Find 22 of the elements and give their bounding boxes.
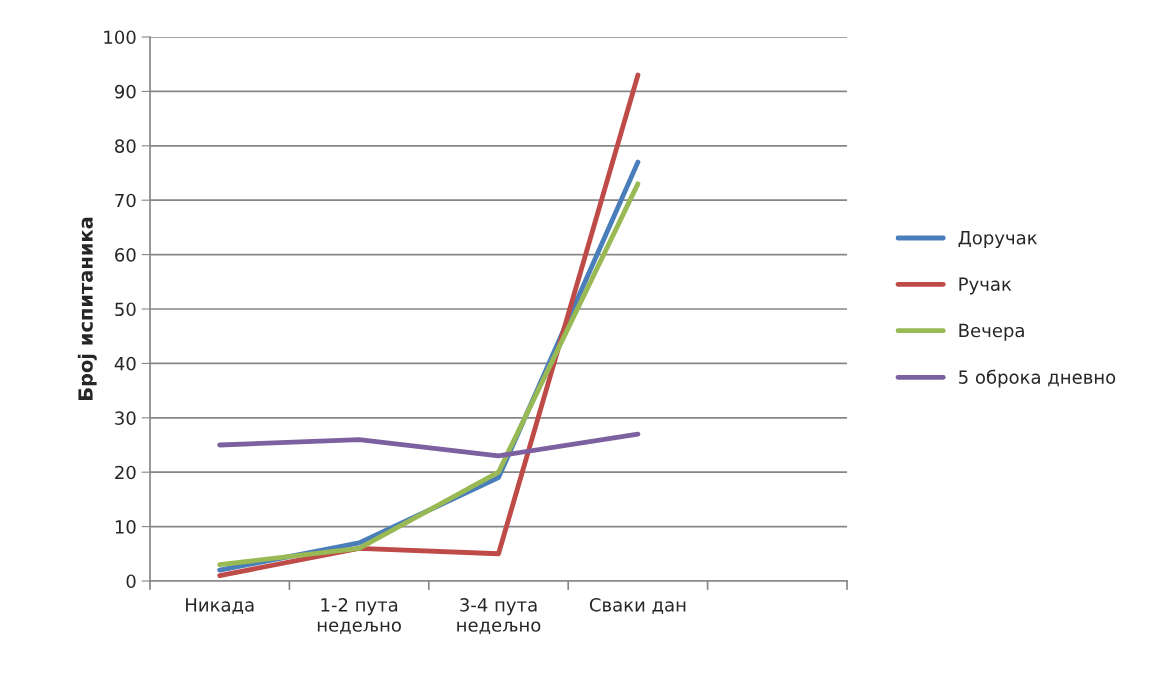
legend-label: Доручак	[958, 231, 1038, 249]
y-tick-label: 10	[115, 520, 136, 534]
y-tick-label: 20	[115, 465, 136, 480]
y-tick-label: 60	[115, 248, 136, 262]
x-tick-label: Сваки дан	[589, 597, 686, 614]
y-tick-label: 80	[115, 139, 136, 153]
line-series	[217, 72, 641, 578]
y-tick-label: 50	[115, 302, 136, 317]
line-series	[217, 431, 641, 459]
x-tick-label: Никада	[186, 598, 254, 614]
y-tick-label: 40	[114, 356, 136, 371]
y-axis-title: Број испитаника	[77, 217, 97, 400]
y-tick-label: 0	[126, 574, 136, 589]
y-tick-label: 100	[104, 30, 136, 45]
y-tick-label: 70	[115, 193, 136, 208]
legend-label: Вечера	[959, 323, 1024, 341]
x-tick-label: 1-2 пута недељно	[317, 597, 401, 635]
legend-label: 5 оброка дневно	[959, 369, 1116, 388]
x-tick-label: 3-4 пута недељно	[457, 597, 541, 635]
y-tick-label: 90	[114, 84, 136, 99]
y-tick-label: 30	[115, 411, 136, 425]
legend-label: Ручак	[959, 277, 1012, 295]
